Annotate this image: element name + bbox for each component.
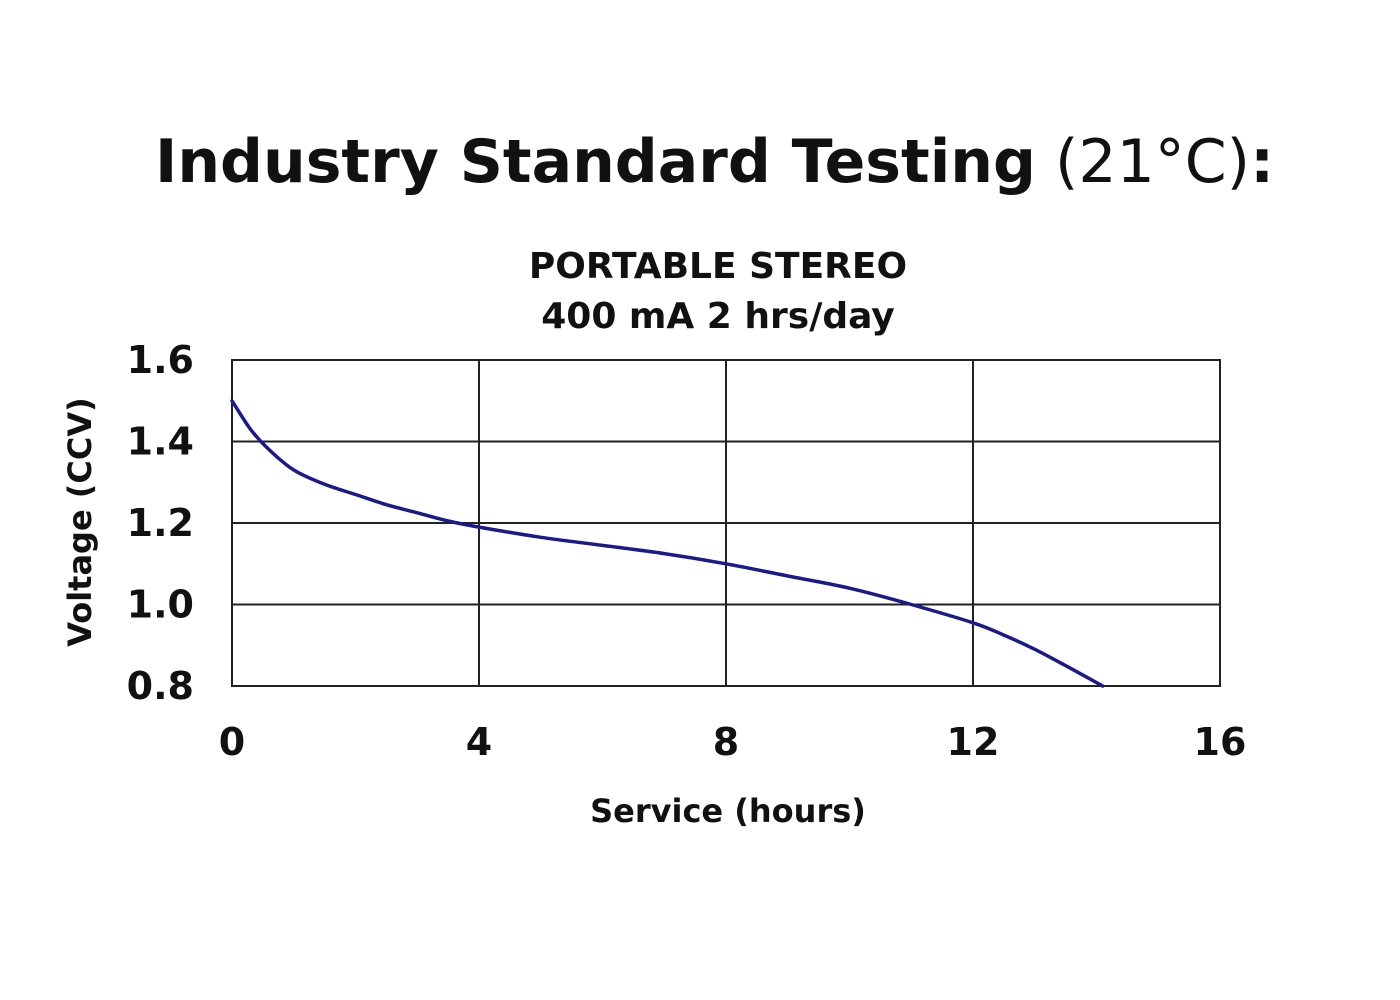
x-axis-label: Service (hours) <box>590 792 866 830</box>
x-tick-label: 4 <box>466 720 492 764</box>
y-tick-label: 0.8 <box>127 664 194 708</box>
y-axis-ticks: 0.8 1.0 1.2 1.4 1.6 <box>127 338 194 708</box>
y-tick-label: 1.0 <box>127 583 194 627</box>
x-tick-label: 12 <box>947 720 1000 764</box>
chart-title-line2: 400 mA 2 hrs/day <box>541 296 895 337</box>
page-heading: Industry Standard Testing (21°C): <box>155 126 1274 198</box>
chart-grid <box>231 359 1221 687</box>
voltage-series-line <box>230 399 1105 688</box>
page-heading-colon: : <box>1250 127 1275 197</box>
y-axis-label: Voltage (CCV) <box>61 397 99 647</box>
x-tick-label: 16 <box>1194 720 1247 764</box>
y-tick-label: 1.2 <box>127 501 194 545</box>
page-heading-bold: Industry Standard Testing <box>155 127 1036 197</box>
y-tick-label: 1.6 <box>127 338 194 382</box>
chart-title-line1: PORTABLE STEREO <box>529 246 907 287</box>
plot-area-frame <box>231 359 1221 687</box>
page-heading-temperature: (21°C) <box>1035 127 1251 197</box>
x-tick-label: 0 <box>219 720 245 764</box>
x-axis-ticks: 0 4 8 12 16 <box>219 720 1247 764</box>
y-tick-label: 1.4 <box>127 420 194 464</box>
x-tick-label: 8 <box>713 720 739 764</box>
